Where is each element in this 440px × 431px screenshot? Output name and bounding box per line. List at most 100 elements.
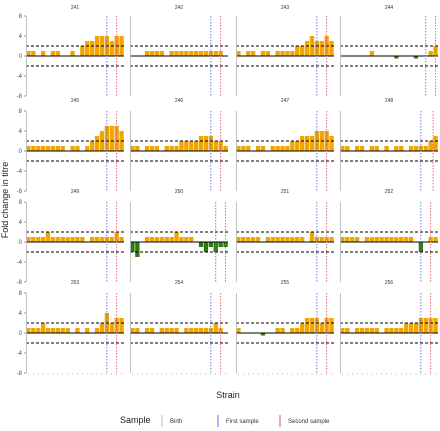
bar [350,237,355,242]
bar [285,237,290,242]
bar [404,237,409,242]
bar [55,146,60,151]
bar [80,237,85,242]
legend-label: Second sample [288,419,330,425]
panel-title: 245 [71,98,80,104]
bar [45,146,51,151]
bar [389,237,394,242]
bar [50,328,56,333]
bar [130,146,135,151]
bar [384,328,389,333]
bar [50,237,56,242]
bar [119,318,124,333]
bar [246,51,251,56]
panel-title: 250 [175,189,184,195]
bar [389,328,394,333]
y-tick-label: 8 [19,200,23,206]
bar [236,146,241,151]
bar [130,328,135,333]
x-axis-title: Strain [216,390,240,400]
panel-title: 247 [281,98,290,104]
bar [290,51,295,56]
bar [208,136,213,151]
bar [340,328,345,333]
panel-249: 249 [26,189,124,282]
bar [275,51,280,56]
bar [280,146,285,151]
bar [154,237,160,242]
bar [60,237,65,242]
bar [260,51,266,56]
bar [119,237,124,242]
bar [26,237,31,242]
bar [290,141,295,151]
bar [26,146,31,151]
panel-253: 253 [26,280,124,375]
bar [114,318,119,333]
bar [300,323,305,333]
bar [236,328,241,333]
bar [213,323,218,333]
bar [428,318,433,333]
legend-label: First sample [226,419,259,425]
bar [384,146,389,151]
bar [75,237,80,242]
bar [345,146,350,151]
bar [265,51,270,56]
bar [198,328,204,333]
panel-243: 243 [236,5,334,96]
bar [364,328,370,333]
bar [433,136,438,151]
bar [36,146,41,151]
bar [203,328,209,333]
bar [184,328,189,333]
bar [309,232,315,242]
panel-title: 249 [71,189,80,195]
bar [135,146,140,151]
bar [179,141,184,151]
bar [174,146,179,151]
bar [223,146,228,151]
bar [109,237,114,242]
bar [295,328,300,333]
bar [433,46,438,56]
panel-246: 246 [130,98,228,191]
bar [280,237,285,242]
y-tick-label: 8 [19,291,23,297]
bar [275,328,280,333]
bar [179,237,184,242]
panel-title: 241 [71,5,80,11]
bar [149,328,155,333]
y-tick-label: 4 [19,34,23,40]
bar [109,126,114,151]
bar [145,237,150,242]
bar [280,328,285,333]
bar [159,51,164,56]
bar [135,328,140,333]
bar [55,51,60,56]
y-tick-label: -4 [17,169,23,175]
bar [329,136,334,151]
bar [194,51,199,56]
panel-242: 242 [130,5,228,96]
panel-255: 255 [236,280,334,375]
bar [194,141,199,151]
bar [70,51,75,56]
bar [423,146,428,151]
panel-title: 255 [281,280,290,286]
bar [374,328,379,333]
bar [149,146,155,151]
y-tick-label: -8 [17,94,23,100]
bar [379,237,384,242]
bar [319,237,324,242]
bar [404,323,409,333]
bar [184,141,189,151]
y-tick-label: -8 [17,189,23,195]
panel-title: 243 [281,5,290,11]
bar [285,146,290,151]
bar [41,51,46,56]
bar [189,141,194,151]
bar [428,51,433,56]
bar [174,51,179,56]
